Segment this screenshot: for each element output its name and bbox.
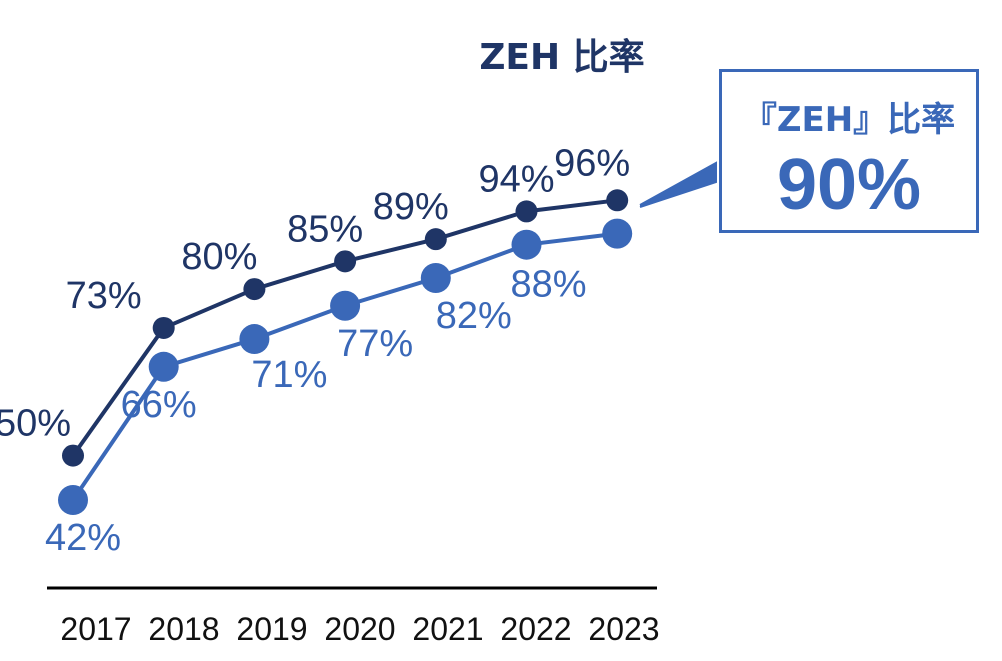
series-title-zeh-ratio: ZEH 比率 — [479, 37, 644, 78]
series-1-point-2021 — [420, 263, 451, 293]
callout-box: 『ZEH』比率 90% — [719, 69, 979, 233]
series-0-data-label-2020: 85% — [287, 208, 363, 250]
series-0-data-label-2022: 94% — [478, 158, 554, 200]
x-tick-2022: 2022 — [500, 611, 571, 647]
callout-connector — [639, 161, 717, 208]
series-1-point-2023 — [602, 218, 633, 249]
series-1-data-label-2021: 82% — [436, 295, 512, 337]
series-0-point-2022 — [515, 200, 538, 223]
x-tick-2018: 2018 — [148, 611, 219, 647]
series-0-point-2018 — [152, 316, 175, 339]
x-axis-ticks: 2017 2018 2019 2020 2021 2022 2023 — [60, 611, 659, 647]
series-layer: 50% 73% 80% 85%89% 94% 96% 42% 66% 71%77% 82%88% — [0, 142, 633, 559]
series-0-data-label-2019: 80% — [181, 236, 257, 278]
x-tick-2023: 2023 — [588, 611, 659, 647]
series-1-point-2018 — [148, 351, 179, 382]
series-1-point-2017 — [58, 485, 88, 515]
series-0-point-2021 — [424, 228, 447, 251]
x-tick-2021: 2021 — [412, 611, 483, 647]
series-0-data-label-2023: 96% — [554, 142, 630, 184]
series-1-point-2020 — [330, 290, 361, 321]
series-0-data-label-2021: 89% — [373, 186, 449, 228]
series-1-data-label-2022: 88% — [510, 264, 586, 306]
series-1-data-label-2020: 77% — [337, 323, 413, 365]
series-0-point-2023 — [606, 189, 629, 212]
series-0-point-2019 — [243, 278, 266, 301]
series-0-data-label-2017: 50% — [0, 403, 71, 445]
series-0-point-2017 — [62, 444, 84, 467]
series-1-data-label-2018: 66% — [121, 384, 197, 426]
x-tick-2020: 2020 — [324, 611, 395, 647]
series-1-point-2022 — [511, 229, 542, 260]
x-tick-2019: 2019 — [236, 611, 307, 647]
callout-value: 90% — [776, 145, 922, 225]
x-tick-2017: 2017 — [60, 611, 131, 647]
callout-title: 『ZEH』比率 — [742, 100, 956, 140]
series-1-data-label-2017: 42% — [45, 517, 121, 559]
series-0-data-label-2018: 73% — [66, 275, 142, 317]
series-1-point-2019 — [239, 324, 270, 355]
series-0-point-2020 — [334, 250, 357, 273]
series-1-data-label-2019: 71% — [251, 354, 327, 396]
